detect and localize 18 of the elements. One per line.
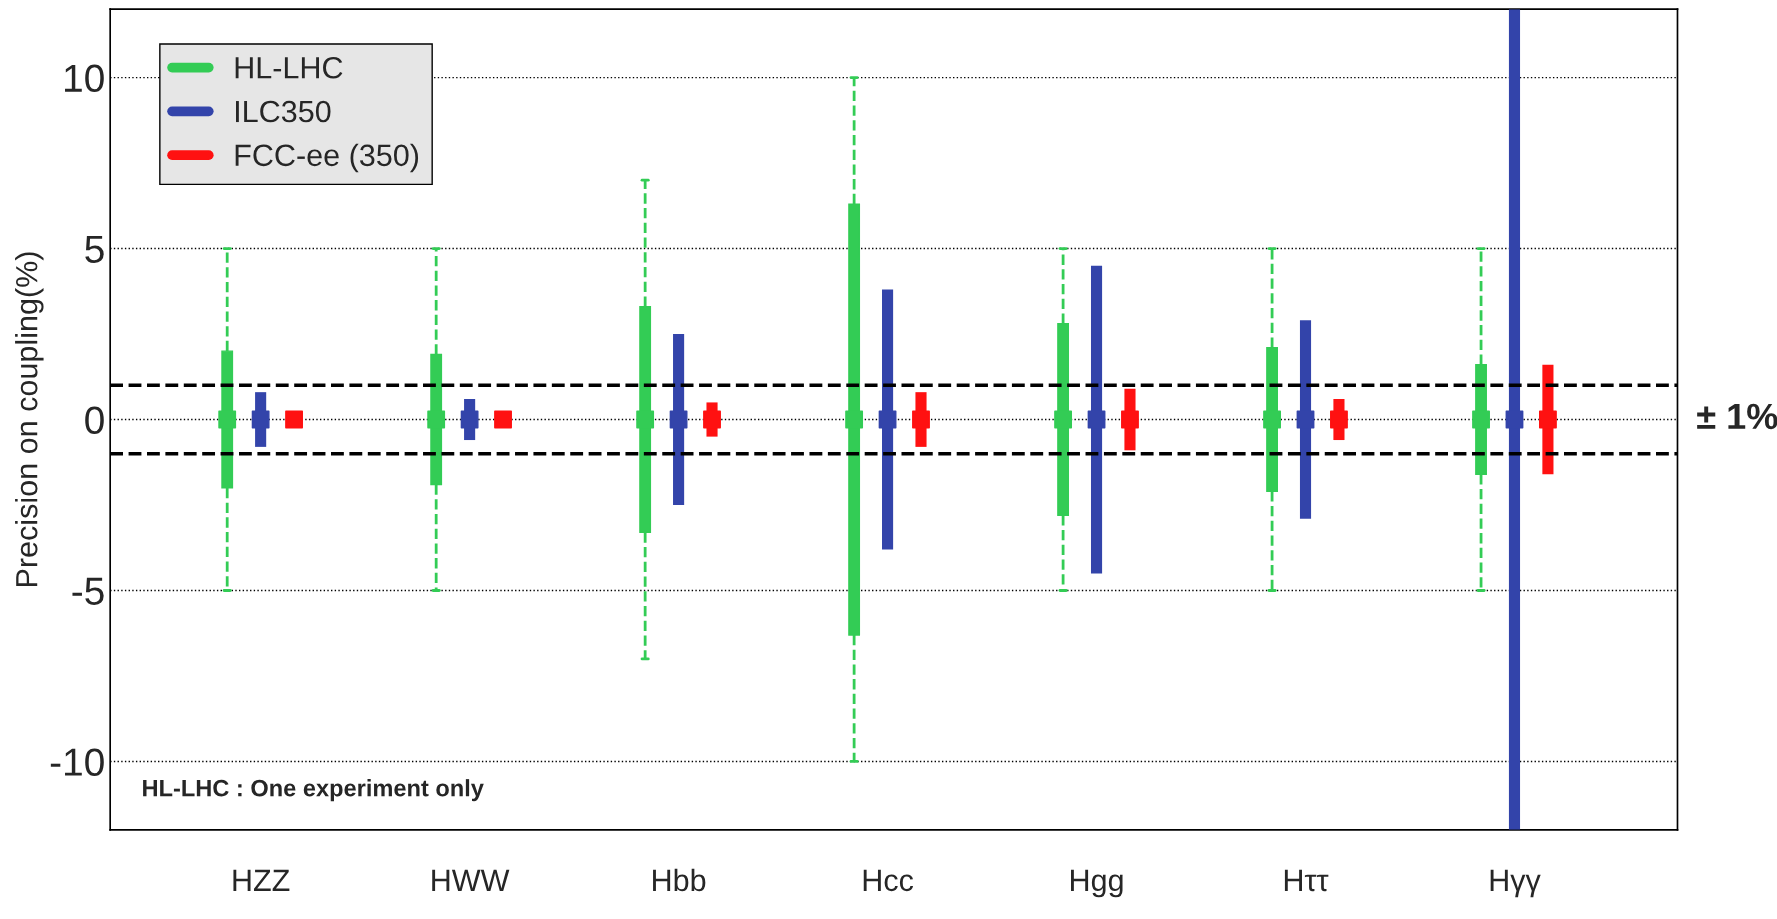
legend-label: FCC-ee (350) xyxy=(235,143,419,173)
y-tick-label: -5 xyxy=(72,577,104,605)
x-tick-label: Hcc xyxy=(863,869,914,892)
legend-label: HL-LHC xyxy=(235,56,343,79)
annotation: HL-LHC : One experiment only xyxy=(143,779,484,802)
x-tick-label: Hγγ xyxy=(1490,869,1541,898)
x-tick-label: Hbb xyxy=(653,868,706,892)
y-tick-label: 5 xyxy=(85,235,104,264)
text: ± 1% xyxy=(1697,403,1777,430)
y-tick-label: 10 xyxy=(65,64,104,93)
y-tick-label: 0 xyxy=(85,406,104,434)
x-tick-label: HZZ xyxy=(233,869,290,891)
y-tick-label: -10 xyxy=(50,748,104,776)
legend-label: ILC350 xyxy=(236,100,331,123)
y-axis-title: Precision on coupling(%) xyxy=(15,252,44,586)
x-tick-label: HWW xyxy=(432,869,510,891)
x-tick-label: Hgg xyxy=(1071,869,1123,898)
x-tick-label: Hττ xyxy=(1284,869,1329,892)
